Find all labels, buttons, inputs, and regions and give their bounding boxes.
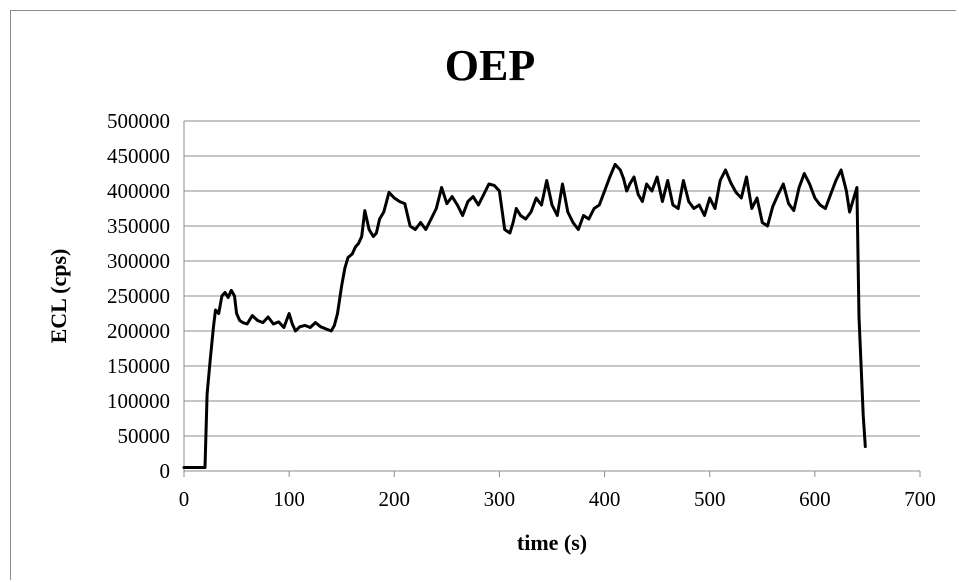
x-tick-label: 700 <box>904 487 936 511</box>
gridlines <box>184 120 920 437</box>
series-group <box>182 162 867 469</box>
y-tick-label: 350000 <box>107 214 170 238</box>
axes <box>183 121 921 477</box>
y-tick-label: 150000 <box>107 354 170 378</box>
y-tick-label: 450000 <box>107 144 170 168</box>
y-tick-labels: 0 50000 100000 150000 200000 250000 300000 3500… <box>107 109 170 483</box>
chart-title: OEP <box>445 41 535 90</box>
x-tick-label: 400 <box>589 487 621 511</box>
x-tick-label: 300 <box>484 487 516 511</box>
x-tick-label: 500 <box>694 487 726 511</box>
series-line-0 <box>182 162 867 469</box>
y-tick-label: 100000 <box>107 389 170 413</box>
chart-frame <box>10 10 956 580</box>
y-tick-label: 500000 <box>107 109 170 133</box>
x-tick-label: 600 <box>799 487 831 511</box>
y-tick-label: 300000 <box>107 249 170 273</box>
y-tick-label: 400000 <box>107 179 170 203</box>
y-tick-label: 50000 <box>118 424 171 448</box>
y-tick-label: 0 <box>160 459 171 483</box>
y-tick-label: 200000 <box>107 319 170 343</box>
x-tick-label: 0 <box>179 487 190 511</box>
x-tick-label: 100 <box>273 487 305 511</box>
y-tick-label: 250000 <box>107 284 170 308</box>
x-tick-labels: 0 100 200 300 400 500 600 700 <box>179 487 936 511</box>
y-axis-title: ECL (cps) <box>46 249 71 344</box>
x-tick-label: 200 <box>379 487 411 511</box>
x-axis-title: time (s) <box>517 530 587 555</box>
